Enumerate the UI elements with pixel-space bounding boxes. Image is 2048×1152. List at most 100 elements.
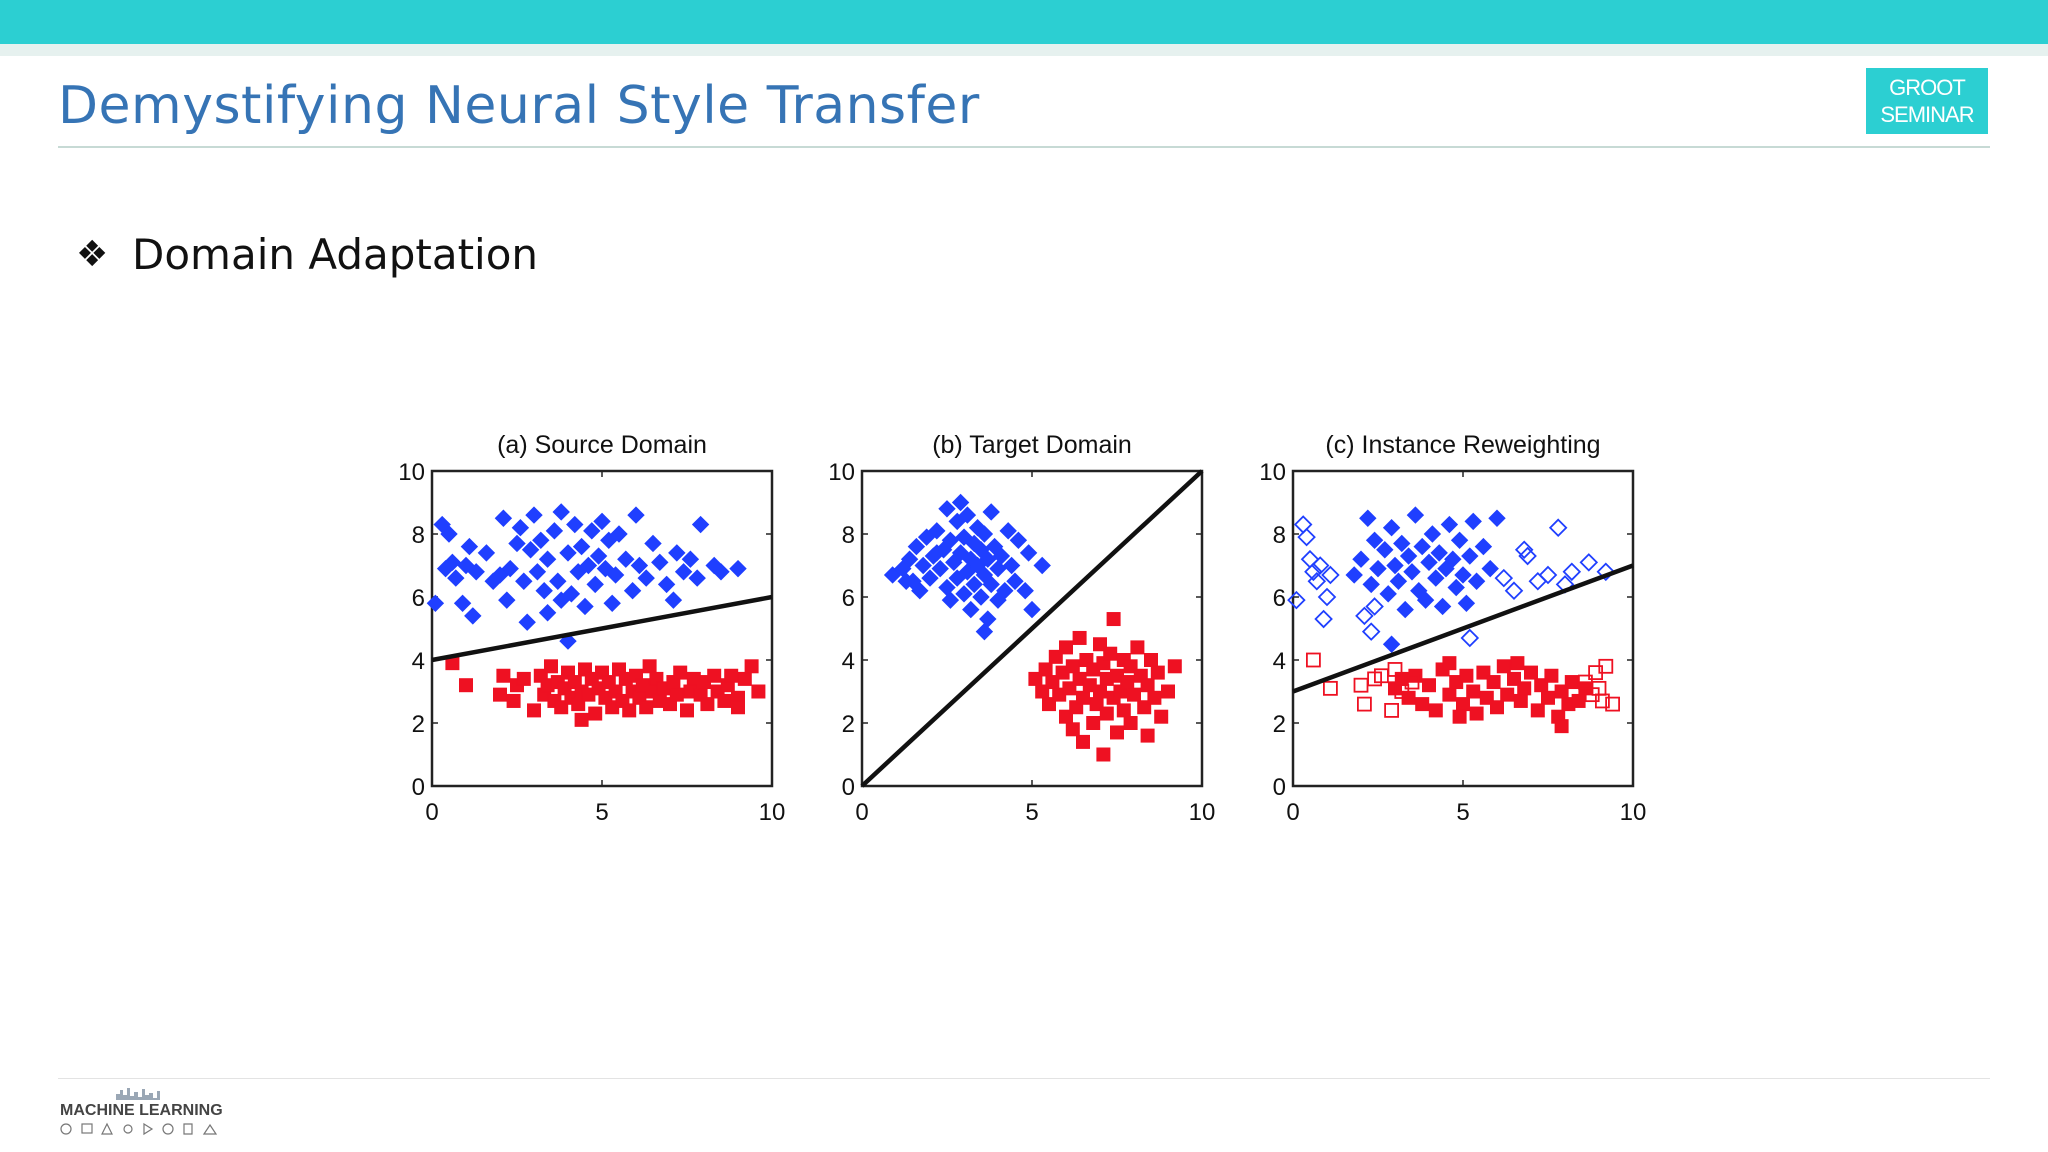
top-accent-bar [0,0,2048,44]
blue-diamond-point [579,556,598,575]
blue-diamond-point [992,547,1011,565]
blue-diamond-point [651,553,669,572]
red-square-point [1140,728,1155,743]
red-square-point [1076,734,1090,749]
blue-diamond-point [498,591,516,609]
blue-diamond-point [552,503,570,521]
red-square-point [544,659,558,674]
blue-diamond-point [525,506,543,524]
red-square-point [1150,665,1165,680]
open-blue-diamond-point [1538,565,1558,585]
top-accent-shadow [0,44,2048,56]
blue-diamond-point [606,566,625,584]
red-square-point [1490,700,1504,715]
red-square-point [737,671,752,686]
blue-diamond-point [460,537,479,556]
red-square-point [588,706,603,721]
red-square-point [1513,693,1528,708]
open-blue-diamond-point [1321,565,1340,585]
red-square-point [1554,719,1569,734]
blue-diamond-point [955,585,973,603]
blue-diamond-point [1009,531,1028,550]
blue-diamond-point [1461,547,1479,565]
blue-diamond-point [1440,515,1459,534]
blue-diamond-point [443,553,462,572]
blue-diamond-point [712,563,730,581]
four-diamond-bullet-icon: ❖ [76,234,109,275]
x-tick-label: 5 [595,799,608,826]
red-square-point [1140,678,1155,693]
blue-diamond-point [593,512,611,531]
x-tick-label: 0 [425,799,438,826]
blue-diamond-point [979,550,997,568]
red-square-point [1415,697,1430,712]
open-red-square-point [1306,652,1321,668]
blue-diamond-point [928,522,946,540]
blue-diamond-point [982,503,1000,521]
blue-diamond-point [1382,635,1401,653]
chart-panel-3: (c) Instance Reweighting 0 2 4 6 8 10 0 5 10 [1259,431,1646,826]
open-blue-diamond-point [1297,527,1316,547]
blue-diamond-point [897,572,915,590]
blue-diamond-point [1359,509,1377,527]
red-square-point [1106,612,1121,627]
red-square-point [700,697,715,712]
footer-divider [58,1078,1990,1079]
open-blue-diamond-point [1365,597,1384,616]
blue-diamond-point [1369,559,1387,578]
blue-diamond-point [515,572,533,590]
open-blue-diamond-point [1494,568,1514,588]
bullet-item: ❖ Domain Adaptation [76,230,538,279]
blue-diamond-point [941,591,960,609]
blue-diamond-point [681,550,700,568]
red-square-point [459,678,473,693]
x-tick-label: 0 [855,799,868,826]
red-square-point [1466,684,1481,699]
red-square-point [1059,640,1073,655]
red-square-point [1110,725,1124,740]
blue-diamond-point [545,522,564,540]
blue-diamond-point [453,594,472,613]
blue-diamond-point [688,569,706,587]
blue-diamond-point [1396,600,1414,619]
open-blue-diamond-point [1514,540,1534,560]
x-tick-label: 10 [759,799,786,826]
red-square-point [1120,675,1135,690]
open-blue-diamond-point [1287,590,1306,610]
red-square-point [717,693,732,708]
red-square-point [1065,659,1080,674]
blue-diamond-point [1345,566,1363,584]
blue-diamond-point [1403,563,1421,581]
red-square-point [1530,703,1545,718]
chart-title: (a) Source Domain [497,431,707,459]
red-square-point [1428,703,1443,718]
blue-diamond-point [989,559,1007,578]
x-tick-label: 5 [1456,799,1469,826]
blue-diamond-point [447,569,465,587]
red-square-point [1065,722,1080,737]
blue-diamond-point [538,604,557,622]
red-square-point [1161,684,1175,699]
blue-diamond-point [965,575,983,594]
red-square-point [707,668,722,683]
blue-diamond-point [501,559,519,578]
decision-boundary-line [860,469,1204,788]
red-square-point [622,703,637,718]
y-tick-label: 2 [412,711,425,738]
blue-diamond-point [999,522,1017,540]
open-blue-diamond-point [1307,571,1327,591]
decision-boundary-line [1292,563,1634,694]
chart-panel-1: (a) Source Domain 0 2 4 6 8 10 0 5 10 [398,431,785,826]
y-tick-label: 2 [842,711,855,738]
blue-diamond-point [972,588,990,606]
y-tick-label: 10 [398,459,425,486]
blue-diamond-point [1447,578,1465,597]
open-red-square-point [1387,662,1403,677]
red-square-point [1422,678,1436,693]
blue-diamond-point [535,581,553,600]
chart-panel-2: (b) Target Domain 0 2 4 6 8 10 0 5 10 [828,431,1215,826]
red-square-point [496,668,511,683]
blue-diamond-point [538,550,557,568]
blue-diamond-point [1365,531,1384,550]
y-tick-label: 10 [1259,459,1286,486]
